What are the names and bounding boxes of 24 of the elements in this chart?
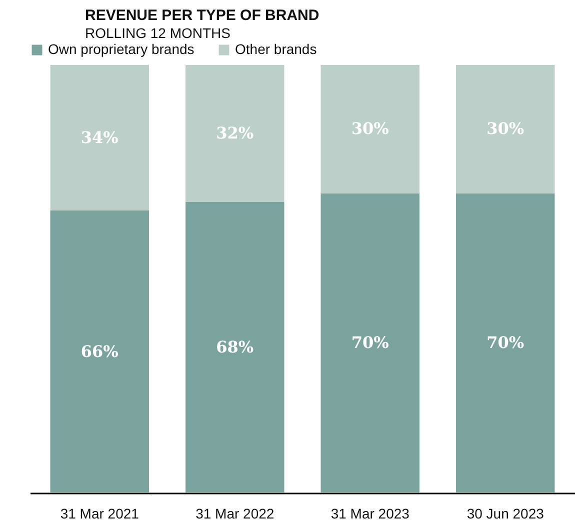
chart-subtitle: ROLLING 12 MONTHS — [85, 25, 230, 41]
legend-label: Own proprietary brands — [48, 41, 194, 57]
x-tick-label: 30 Jun 2023 — [466, 506, 544, 522]
data-label: 30% — [351, 119, 389, 138]
bar — [320, 193, 420, 493]
bar — [456, 193, 555, 493]
bar — [456, 65, 555, 194]
data-label: 66% — [80, 342, 118, 361]
data-label: 68% — [216, 337, 254, 356]
x-tick-label: 31 Mar 2023 — [330, 506, 410, 522]
bar — [50, 210, 150, 493]
bar — [186, 202, 284, 493]
chart-title: REVENUE PER TYPE OF BRAND — [85, 7, 320, 24]
x-tick-label: 31 Mar 2022 — [196, 506, 274, 522]
data-label: 32% — [216, 123, 254, 142]
bar — [50, 65, 150, 211]
data-label: 34% — [80, 128, 118, 147]
legend-label: Other brands — [235, 41, 317, 57]
data-label: 70% — [351, 333, 389, 352]
bar — [186, 65, 284, 202]
data-label: 30% — [486, 119, 524, 138]
data-label: 70% — [486, 333, 524, 352]
bar — [320, 65, 420, 194]
x-tick-label: 31 Mar 2021 — [60, 506, 140, 522]
